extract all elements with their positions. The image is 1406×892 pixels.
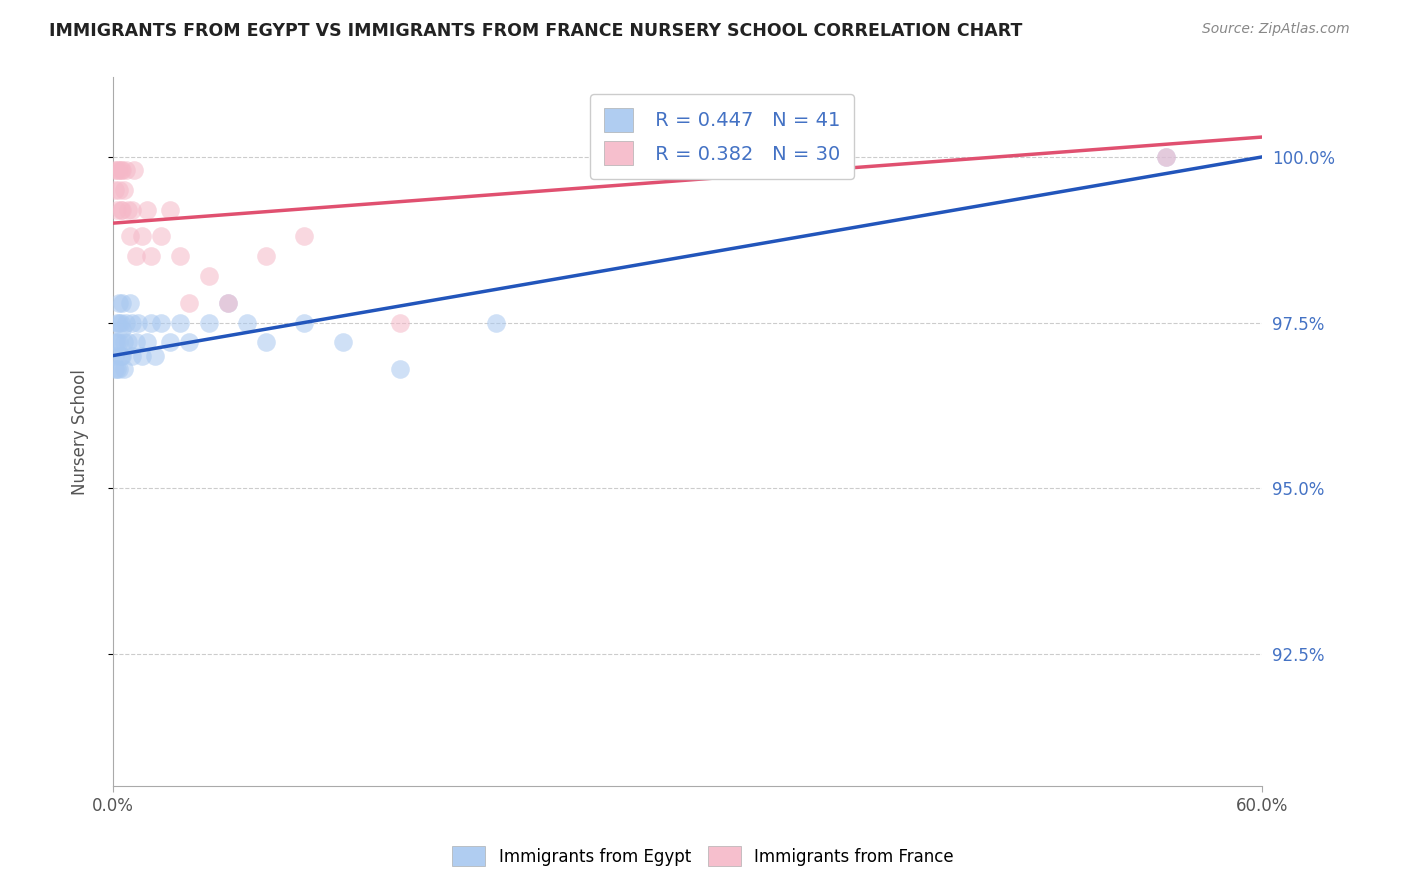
Text: Source: ZipAtlas.com: Source: ZipAtlas.com <box>1202 22 1350 37</box>
Point <box>236 316 259 330</box>
Point <box>105 202 128 217</box>
Legend:  R = 0.447   N = 41,  R = 0.382   N = 30: R = 0.447 N = 41, R = 0.382 N = 30 <box>591 95 853 178</box>
Point <box>107 362 129 376</box>
Point <box>389 316 412 330</box>
Point <box>121 316 143 330</box>
Point <box>112 183 135 197</box>
Point <box>159 202 181 217</box>
Point <box>149 316 172 330</box>
Point <box>104 335 127 350</box>
Point <box>107 163 129 178</box>
Point <box>125 335 148 350</box>
Point <box>121 202 143 217</box>
Point <box>169 249 191 263</box>
Point <box>105 335 128 350</box>
Point <box>104 163 127 178</box>
Point <box>217 295 239 310</box>
Point <box>117 202 139 217</box>
Point <box>217 295 239 310</box>
Point <box>179 295 201 310</box>
Point <box>117 335 139 350</box>
Point <box>111 295 134 310</box>
Point <box>131 349 153 363</box>
Point <box>115 316 138 330</box>
Point <box>110 349 132 363</box>
Point <box>197 316 219 330</box>
Point <box>332 335 354 350</box>
Point <box>111 202 134 217</box>
Point <box>105 362 128 376</box>
Point <box>110 202 132 217</box>
Point <box>143 349 166 363</box>
Point <box>149 229 172 244</box>
Point <box>136 335 159 350</box>
Point <box>112 335 135 350</box>
Point <box>107 183 129 197</box>
Point <box>107 295 129 310</box>
Point <box>127 316 149 330</box>
Point <box>292 229 315 244</box>
Point <box>107 316 129 330</box>
Point <box>121 349 143 363</box>
Point <box>292 316 315 330</box>
Point <box>122 163 145 178</box>
Point <box>169 316 191 330</box>
Point <box>159 335 181 350</box>
Point <box>254 335 277 350</box>
Point <box>104 349 127 363</box>
Legend: Immigrants from Egypt, Immigrants from France: Immigrants from Egypt, Immigrants from F… <box>444 838 962 875</box>
Point <box>111 349 134 363</box>
Point <box>111 322 134 336</box>
Point <box>115 163 138 178</box>
Point <box>111 163 134 178</box>
Point <box>485 316 508 330</box>
Text: IMMIGRANTS FROM EGYPT VS IMMIGRANTS FROM FRANCE NURSERY SCHOOL CORRELATION CHART: IMMIGRANTS FROM EGYPT VS IMMIGRANTS FROM… <box>49 22 1022 40</box>
Point <box>136 202 159 217</box>
Point <box>254 249 277 263</box>
Point <box>105 316 128 330</box>
Y-axis label: Nursery School: Nursery School <box>72 369 89 495</box>
Point <box>120 229 142 244</box>
Point <box>104 362 127 376</box>
Point <box>389 362 412 376</box>
Point <box>110 316 132 330</box>
Point <box>120 295 142 310</box>
Point <box>131 229 153 244</box>
Point <box>104 183 127 197</box>
Point <box>107 335 129 350</box>
Point <box>110 163 132 178</box>
Point <box>197 269 219 284</box>
Point <box>1154 150 1177 164</box>
Point <box>112 362 135 376</box>
Point <box>141 316 163 330</box>
Point <box>105 163 128 178</box>
Point <box>125 249 148 263</box>
Point <box>179 335 201 350</box>
Point <box>1154 150 1177 164</box>
Point <box>141 249 163 263</box>
